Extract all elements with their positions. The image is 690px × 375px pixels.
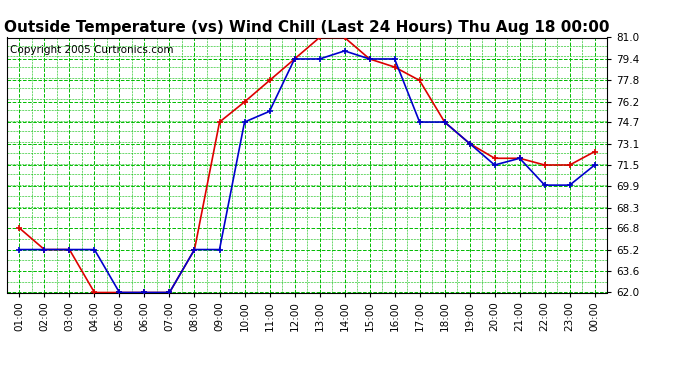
Text: Copyright 2005 Curtronics.com: Copyright 2005 Curtronics.com: [10, 45, 173, 55]
Title: Outside Temperature (vs) Wind Chill (Last 24 Hours) Thu Aug 18 00:00: Outside Temperature (vs) Wind Chill (Las…: [4, 20, 610, 35]
